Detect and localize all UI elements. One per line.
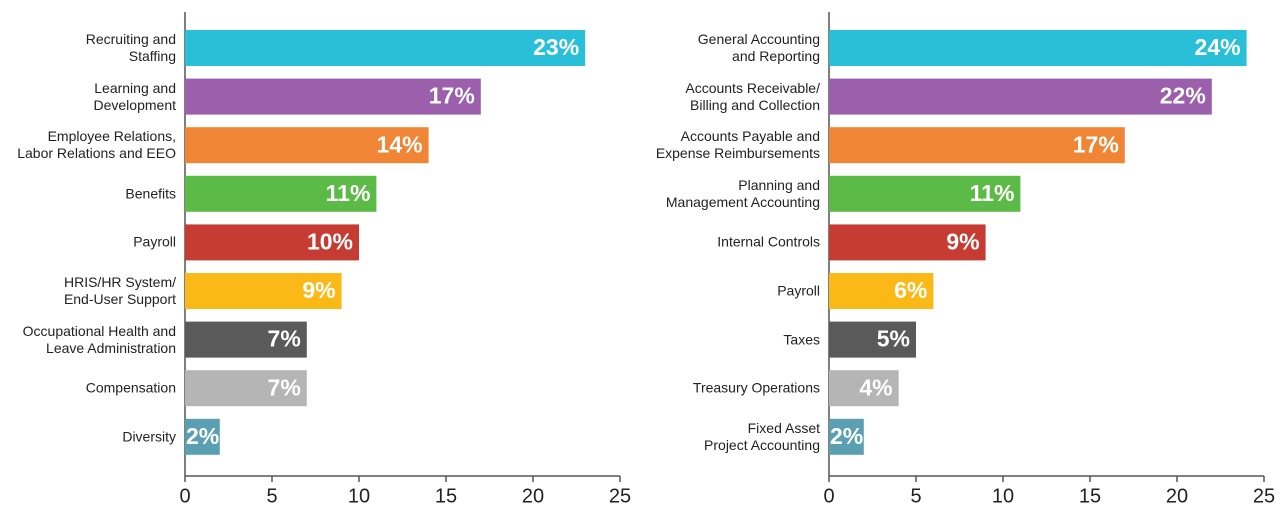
value-label: 24%	[1195, 34, 1241, 60]
bar	[185, 418, 220, 455]
bar	[185, 370, 307, 407]
category-label: Occupational Health and Leave Administra…	[22, 322, 176, 356]
value-label: 5%	[877, 326, 910, 352]
bar	[829, 370, 899, 407]
bar	[829, 175, 1021, 212]
category-label: Taxes	[783, 331, 820, 348]
category-label: Learning and Development	[93, 79, 177, 113]
bar	[185, 78, 481, 115]
value-label: 14%	[377, 131, 423, 157]
category-label: Payroll	[777, 282, 820, 299]
category-label: Internal Controls	[717, 233, 820, 250]
x-tick-label: 20	[522, 485, 544, 507]
x-tick-label: 25	[609, 485, 631, 507]
value-label: 6%	[894, 277, 927, 303]
category-label: Payroll	[133, 233, 176, 250]
value-label: 2%	[830, 423, 863, 449]
value-label: 4%	[859, 374, 892, 400]
bar	[829, 224, 986, 261]
category-label: General Accounting and Reporting	[697, 31, 820, 64]
x-tick-label: 5	[910, 485, 921, 507]
value-label: 7%	[268, 374, 301, 400]
x-tick-label: 10	[992, 485, 1014, 507]
x-tick-label: 20	[1166, 485, 1188, 507]
bar	[829, 321, 916, 358]
bar	[185, 273, 342, 309]
category-label: Accounts Receivable/ Billing and Collect…	[685, 79, 820, 113]
value-label: 17%	[429, 83, 475, 109]
category-label: Employee Relations, Labor Relations and …	[17, 128, 176, 162]
bar	[185, 30, 586, 66]
value-label: 11%	[970, 180, 1015, 206]
x-tick-label: 15	[435, 485, 457, 507]
bar	[829, 418, 864, 455]
x-tick-label: 10	[348, 485, 370, 507]
bar	[185, 127, 429, 164]
bar	[829, 78, 1212, 115]
category-label: Recruiting and Staffing	[85, 31, 176, 64]
x-tick-label: 0	[823, 485, 834, 507]
category-label: Fixed Asset Project Accounting	[704, 419, 820, 453]
value-label: 2%	[186, 423, 219, 449]
bar	[185, 321, 307, 358]
category-label: Benefits	[125, 185, 176, 202]
category-label: Accounts Payable and Expense Reimburseme…	[655, 128, 820, 162]
category-label: Compensation	[85, 379, 176, 396]
category-label: Planning and Management Accounting	[665, 176, 820, 210]
category-label: Treasury Operations	[692, 379, 820, 396]
bar	[829, 273, 934, 309]
category-label: HRIS/HR System/ End-User Support	[63, 274, 176, 307]
x-tick-label: 5	[266, 485, 277, 507]
category-label: Diversity	[122, 428, 176, 445]
x-tick-label: 25	[1253, 485, 1275, 507]
value-label: 11%	[326, 180, 371, 206]
value-label: 7%	[268, 326, 301, 352]
value-label: 22%	[1160, 83, 1206, 109]
bar	[185, 175, 377, 212]
x-tick-label: 15	[1079, 485, 1101, 507]
value-label: 17%	[1073, 131, 1119, 157]
value-label: 9%	[946, 228, 979, 254]
value-label: 10%	[307, 228, 353, 254]
bar	[829, 30, 1247, 66]
value-label: 23%	[533, 34, 579, 60]
x-tick-label: 0	[179, 485, 190, 507]
bar	[829, 127, 1125, 164]
value-label: 9%	[302, 277, 335, 303]
bar	[185, 224, 359, 261]
